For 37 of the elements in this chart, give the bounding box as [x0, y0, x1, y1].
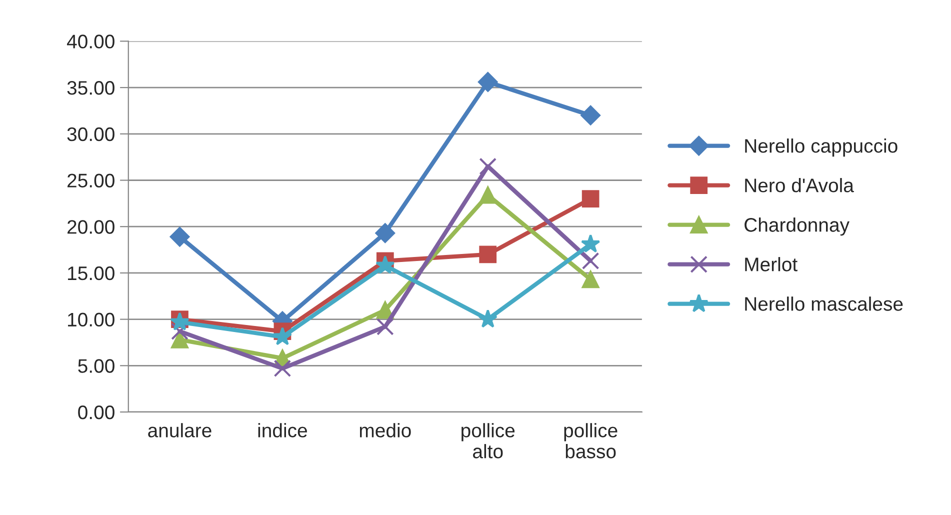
x-tick-label: medio	[360, 423, 411, 438]
point	[171, 331, 188, 348]
x-tick-label: pollice alto	[462, 423, 515, 458]
point	[375, 223, 396, 243]
legend-label: Nero d'Avola	[745, 178, 854, 192]
point	[170, 226, 190, 247]
point	[171, 322, 188, 340]
y-tick-label: 0.00	[78, 405, 114, 420]
point	[478, 72, 498, 92]
legend-label: Nerello cappuccio	[745, 138, 898, 157]
point	[272, 326, 292, 346]
x-tick-label: anulare	[148, 423, 212, 438]
point	[478, 309, 498, 328]
point	[479, 186, 497, 204]
legend-label: Chardonnay	[744, 218, 850, 236]
y-tick-label: 20.00	[68, 220, 114, 234]
point	[376, 255, 395, 274]
y-tick-label: 35.00	[67, 81, 114, 95]
point	[479, 158, 497, 176]
point	[274, 360, 292, 378]
point	[582, 270, 600, 288]
point	[580, 105, 600, 126]
x-tick-label: pollice basso	[564, 423, 618, 458]
y-tick-label: 40.00	[66, 34, 114, 48]
point	[479, 246, 497, 264]
legend-label: Nerello mascalese	[745, 296, 903, 311]
legend-label: Merlot	[745, 257, 798, 272]
x-tick-label: indice	[258, 423, 307, 438]
y-tick-label: 25.00	[68, 174, 114, 188]
point	[376, 318, 394, 336]
y-tick-label: 5.00	[78, 359, 114, 373]
y-tick-label: 10.00	[68, 312, 114, 327]
point	[582, 190, 600, 208]
y-tick-label: 15.00	[68, 266, 114, 280]
point	[580, 234, 600, 253]
y-tick-label: 30.00	[67, 127, 114, 142]
point	[582, 252, 600, 270]
